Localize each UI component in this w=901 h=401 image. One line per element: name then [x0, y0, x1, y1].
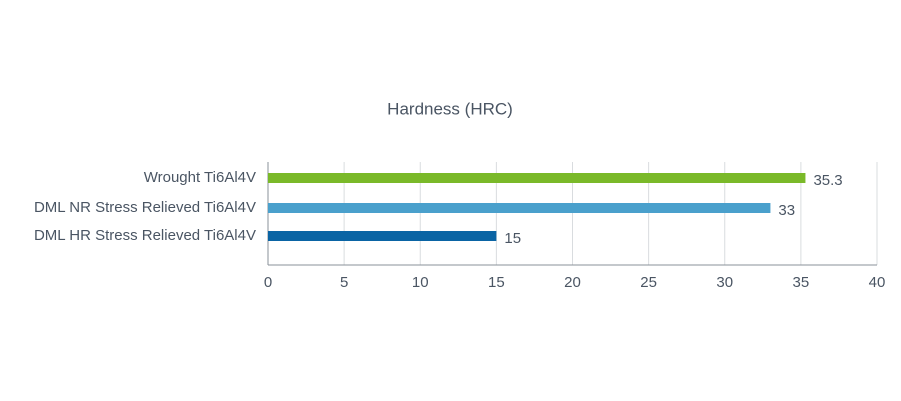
x-tick-label: 5	[340, 274, 348, 291]
data-label: 35.3	[813, 172, 842, 189]
x-tick-label: 25	[640, 274, 657, 291]
x-tick-label: 40	[869, 274, 886, 291]
bar	[268, 231, 497, 241]
chart-title: Hardness (HRC)	[387, 99, 513, 118]
x-tick-label: 35	[793, 274, 810, 291]
x-tick-label: 0	[264, 274, 272, 291]
data-label: 33	[778, 202, 795, 219]
x-tick-label: 15	[488, 274, 505, 291]
data-label: 15	[504, 230, 521, 247]
y-tick-label: DML NR Stress Relieved Ti6Al4V	[34, 199, 256, 216]
bar	[268, 173, 806, 183]
x-tick-label: 10	[412, 274, 429, 291]
y-tick-label: DML HR Stress Relieved Ti6Al4V	[34, 227, 256, 244]
x-tick-label: 20	[564, 274, 581, 291]
y-tick-label: Wrought Ti6Al4V	[144, 169, 256, 186]
bar	[268, 203, 771, 213]
x-tick-label: 30	[716, 274, 733, 291]
